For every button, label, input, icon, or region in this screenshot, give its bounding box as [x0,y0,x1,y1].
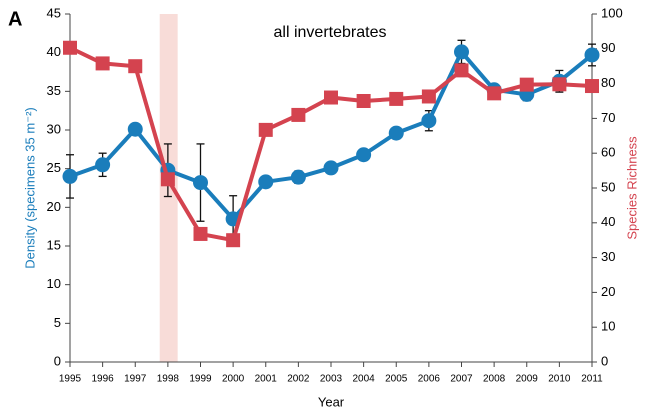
highlight-band [159,14,178,362]
x-tick-label: 1995 [59,374,82,385]
y-tick-label: 5 [54,315,61,330]
y-tick-label: 15 [47,237,61,252]
annotation: all invertebrates [274,24,387,41]
y2-tick-label: 50 [601,179,615,194]
square-marker [128,59,143,74]
y-tick-label: 25 [47,160,61,175]
square-marker [95,56,110,71]
y2-tick-label: 0 [601,353,608,368]
x-axis-label: Year [318,394,345,409]
circle-marker [323,160,339,176]
square-marker [63,40,77,55]
x-tick-label: 2008 [483,374,506,385]
x-tick-label: 1996 [92,374,115,385]
square-marker [160,172,175,187]
y-tick-label: 40 [47,44,61,59]
y-axis-label: Density (specimens 35 m⁻²) [22,107,37,268]
circle-marker [356,147,372,163]
x-tick-label: 2002 [287,374,310,385]
y2-tick-label: 10 [601,319,615,334]
square-marker [454,63,469,78]
square-marker [324,90,338,105]
y-tick-label: 35 [47,83,61,98]
square-marker [552,77,567,92]
y2-tick-label: 100 [601,5,623,20]
y-tick-label: 10 [47,276,61,291]
panel-label: A [8,8,22,30]
y2-tick-label: 40 [601,214,615,229]
x-tick-label: 2000 [222,374,245,385]
x-tick-label: 2010 [548,374,571,385]
y2-tick-label: 30 [601,249,615,264]
x-tick-label: 2001 [255,374,278,385]
square-marker [487,86,502,101]
circle-marker [584,47,600,63]
circle-marker [454,44,469,60]
square-marker [421,89,436,104]
circle-marker [95,157,111,173]
x-tick-label: 2011 [581,374,603,385]
x-tick-label: 1997 [124,374,147,385]
x-tick-label: 2005 [385,374,408,385]
y2-axis-label: Species Richness [624,136,639,240]
x-tick-label: 2004 [353,374,376,385]
y2-tick-label: 60 [601,145,615,160]
square-marker [226,233,241,248]
x-tick-label: 2006 [418,374,441,385]
circle-marker [388,125,404,141]
x-tick-label: 1998 [157,374,180,385]
x-tick-label: 2009 [516,374,539,385]
y2-tick-label: 20 [601,284,615,299]
y2-tick-label: 70 [601,110,615,125]
square-marker [519,77,534,92]
circle-marker [62,168,78,184]
circle-marker [290,169,306,185]
circle-marker [127,121,143,137]
y-tick-label: 45 [47,5,61,20]
circle-marker [421,113,437,129]
square-marker [193,226,208,241]
series-line [69,49,594,221]
square-marker [291,107,306,122]
x-tick-label: 1999 [189,374,212,385]
x-tick-label: 2003 [320,374,343,385]
y2-tick-label: 80 [601,75,615,90]
circle-marker [193,175,208,191]
square-marker [356,94,371,108]
square-marker [258,122,273,137]
y-tick-label: 0 [54,353,61,368]
square-marker [585,79,599,94]
x-tick-label: 2007 [450,374,473,385]
circle-marker [258,174,274,190]
y-tick-label: 20 [47,199,61,214]
y-tick-label: 30 [47,121,61,136]
y2-tick-label: 90 [601,40,615,55]
square-marker [389,91,404,106]
